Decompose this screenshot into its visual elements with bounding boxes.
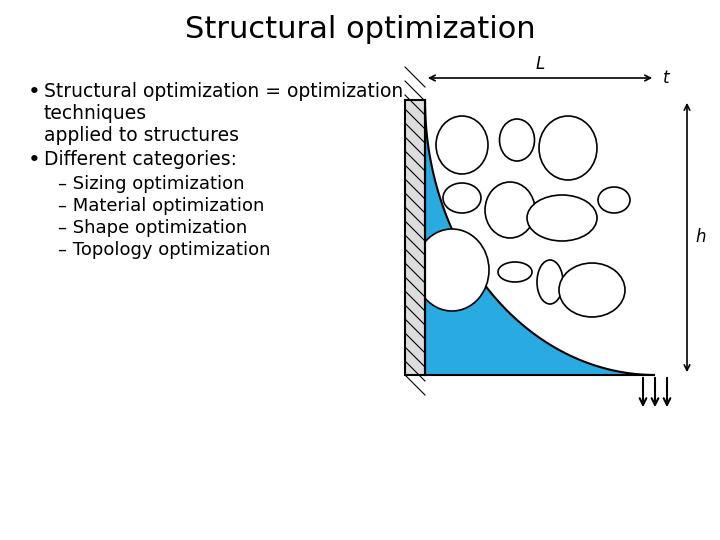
Ellipse shape: [527, 195, 597, 241]
Text: – Shape optimization: – Shape optimization: [58, 219, 247, 237]
Ellipse shape: [598, 187, 630, 213]
Text: •: •: [28, 82, 41, 102]
Ellipse shape: [415, 229, 489, 311]
Text: Structural optimization = optimization: Structural optimization = optimization: [44, 82, 403, 101]
Text: L: L: [536, 55, 544, 73]
Ellipse shape: [436, 116, 488, 174]
Text: h: h: [695, 228, 706, 246]
Ellipse shape: [537, 260, 563, 304]
Text: – Topology optimization: – Topology optimization: [58, 241, 271, 259]
Bar: [405, 100, 425, 375]
Ellipse shape: [539, 116, 597, 180]
Ellipse shape: [498, 262, 532, 282]
Text: t: t: [663, 69, 670, 87]
Ellipse shape: [559, 263, 625, 317]
Ellipse shape: [485, 182, 535, 238]
Text: applied to structures: applied to structures: [44, 126, 239, 145]
Polygon shape: [425, 100, 655, 375]
Text: •: •: [28, 150, 41, 170]
Text: techniques: techniques: [44, 104, 147, 123]
Ellipse shape: [500, 119, 534, 161]
Text: Different categories:: Different categories:: [44, 150, 237, 169]
Text: – Material optimization: – Material optimization: [58, 197, 264, 215]
Text: – Sizing optimization: – Sizing optimization: [58, 175, 245, 193]
Text: Structural optimization: Structural optimization: [185, 15, 535, 44]
Ellipse shape: [443, 183, 481, 213]
